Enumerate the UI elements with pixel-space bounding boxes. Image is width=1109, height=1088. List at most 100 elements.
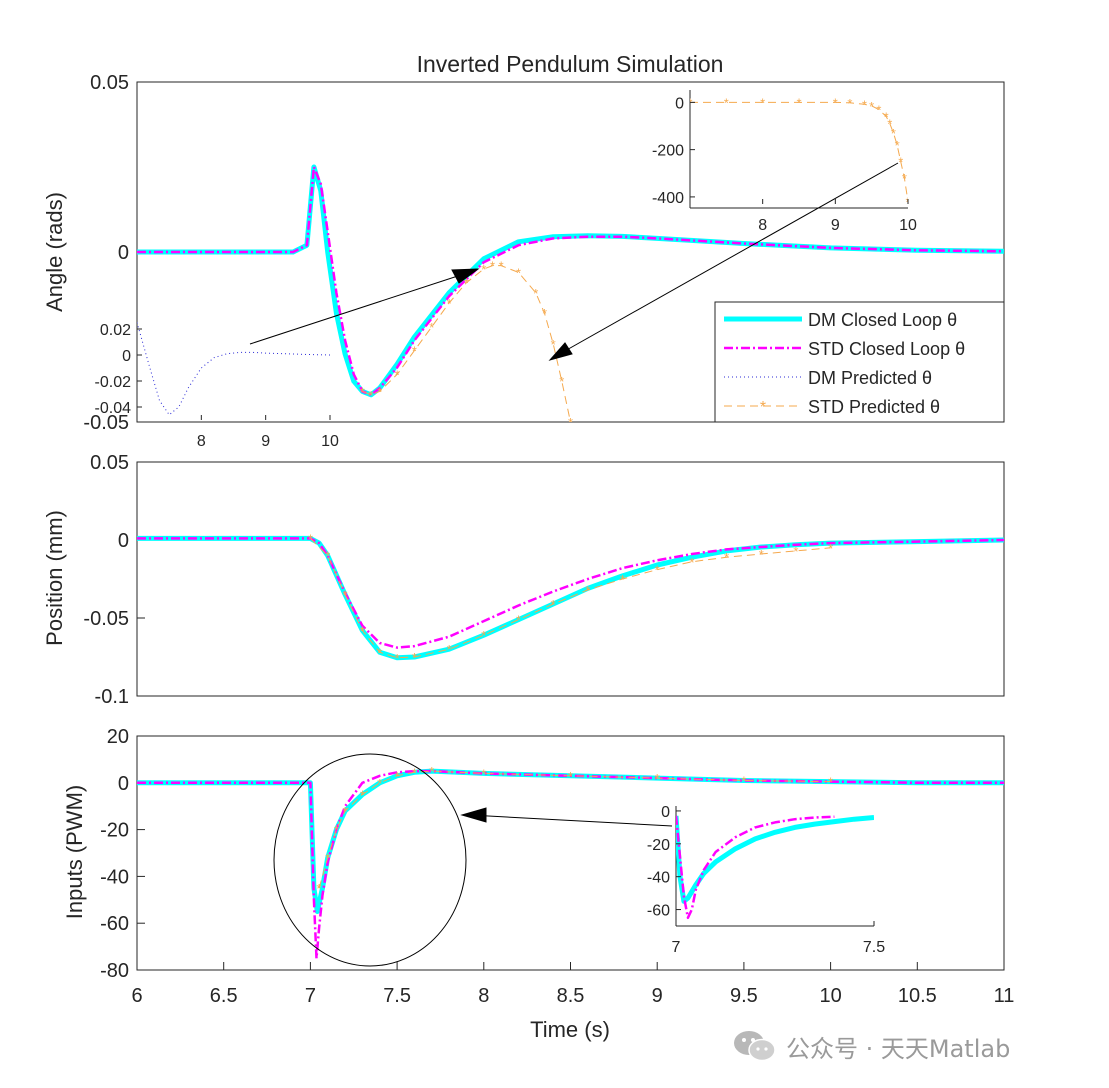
inputs-xtick-label: 9 — [652, 985, 663, 1007]
std-predicted-inset-std-predicted-theta-line — [690, 101, 908, 202]
inputs-std-predicted-point: * — [429, 764, 434, 779]
angle-std-predicted-theta-point: * — [464, 276, 469, 291]
watermark-text: 公众号 · 天天Matlab — [786, 1034, 1011, 1063]
std-predicted-inset-std-predicted-theta-point: * — [876, 102, 881, 117]
inputs-std-predicted-point: * — [412, 765, 417, 780]
angle-ytick-label: 0 — [118, 242, 129, 264]
std-predicted-inset-std-predicted-theta-point: * — [724, 95, 729, 110]
angle-std-predicted-theta-point: * — [395, 367, 400, 382]
arrow-dm-predicted-head — [451, 268, 480, 284]
arrow-std-predicted — [555, 162, 899, 357]
position-std-predicted-point: * — [516, 613, 521, 628]
figure-title: Inverted Pendulum Simulation — [417, 51, 724, 77]
inputs-zoom-inset: 0 -20 -40 -60 7 7.5 — [647, 804, 885, 956]
position-ylabel: Position (mm) — [42, 510, 67, 646]
wechat-icon — [734, 1031, 776, 1062]
inputs-std-predicted-point: * — [568, 769, 573, 784]
angle-std-predicted-theta-point: * — [559, 374, 564, 389]
angle-ytick-label: 0.05 — [90, 72, 129, 94]
inputs-ylabel: Inputs (PWM) — [62, 785, 87, 919]
position-std-predicted-point: * — [585, 583, 590, 598]
angle-std-predicted-theta-point: * — [447, 296, 452, 311]
arrow-std-predicted-head — [548, 342, 573, 361]
angle-std-predicted-theta-point: * — [490, 259, 495, 274]
angle-std-predicted-theta-point: * — [429, 320, 434, 335]
std-predicted-inset-std-predicted-theta-point: * — [884, 110, 889, 125]
position-std-predicted-line — [310, 538, 831, 659]
inputs-xtick-label: 6.5 — [210, 985, 238, 1007]
position-std-predicted-point: * — [343, 588, 348, 603]
inputs-xtick-label: 8 — [478, 985, 489, 1007]
legend-label-std-closed: STD Closed Loop θ — [808, 339, 965, 359]
position-std-predicted-point: * — [395, 651, 400, 666]
dm-predicted-inset-dm-predicted-theta-line — [137, 322, 331, 416]
inputs-xtick-label: 10.5 — [898, 985, 937, 1007]
std-predicted-inset-std-predicted-theta-point: * — [891, 126, 896, 141]
legend-label-dm-closed: DM Closed Loop θ — [808, 310, 957, 330]
angle-std-predicted-theta-point: * — [542, 306, 547, 321]
std-predicted-inset-std-predicted-theta-point: * — [796, 95, 801, 110]
std-predicted-inset-ytick-label: -400 — [652, 190, 684, 207]
angle-std-predicted-theta-point: * — [533, 286, 538, 301]
angle-ytick-label: -0.05 — [83, 412, 129, 434]
position-std-predicted-point: * — [377, 645, 382, 660]
std-predicted-inset-ytick-label: -200 — [652, 143, 684, 160]
inputs-std-predicted-point: * — [360, 788, 365, 803]
inputs-std-predicted-point: * — [325, 851, 330, 866]
dm-predicted-inset-ytick-label: -0.02 — [95, 374, 132, 391]
inputs-inset-dm-closed-loop-line — [676, 815, 874, 904]
zoom-circle — [273, 753, 467, 967]
std-predicted-inset-xtick-label: 9 — [831, 217, 840, 234]
legend-label-dm-predicted: DM Predicted θ — [808, 368, 932, 388]
position-std-predicted-point: * — [689, 555, 694, 570]
inputs-xtick-label: 7.5 — [383, 985, 411, 1007]
position-std-predicted-point: * — [724, 550, 729, 565]
position-std-predicted-point: * — [412, 650, 417, 665]
position-std-predicted-point: * — [793, 544, 798, 559]
inputs-xlabel: Time (s) — [530, 1017, 610, 1042]
position-axes-frame — [136, 461, 1005, 697]
angle-std-predicted-theta-point: * — [369, 388, 374, 403]
inputs-inset-std-closed-loop-line — [676, 815, 835, 920]
inputs-ytick-label: 20 — [107, 726, 129, 748]
std-predicted-inset-std-predicted-theta-point: * — [847, 96, 852, 111]
dm-predicted-inset-ytick-label: -0.04 — [95, 400, 132, 417]
position-ytick-label: -0.1 — [95, 686, 129, 708]
inputs-std-predicted-point: * — [334, 823, 339, 838]
std-predicted-inset-ytick-label: 0 — [675, 95, 684, 112]
angle-tick-labels: 0.05 0 -0.05 — [83, 72, 145, 434]
inputs-inset-ytick-label: -40 — [647, 870, 670, 887]
legend-star-std-predicted: * — [760, 399, 766, 416]
position-std-predicted-point: * — [759, 547, 764, 562]
legend-label-std-predicted: STD Predicted θ — [808, 397, 940, 417]
inputs-ytick-label: -20 — [100, 820, 129, 842]
position-std-predicted-point: * — [325, 549, 330, 564]
position-std-predicted-point: * — [447, 642, 452, 657]
position-std-predicted-point: * — [551, 597, 556, 612]
position-std-predicted-point: * — [828, 541, 833, 556]
position-std-closed-loop-line — [137, 537, 1004, 649]
std-predicted-inset-xtick-label: 10 — [899, 217, 917, 234]
inputs-std-predicted-point: * — [741, 773, 746, 788]
arrow-inputs-zoom — [469, 814, 673, 827]
inputs-xtick-label: 6 — [131, 985, 142, 1007]
angle-series: * * ******* * * ****** — [137, 164, 1004, 422]
angle-std-predicted-theta-point: * — [516, 265, 521, 280]
std-predicted-inset-std-predicted-theta-point: * — [887, 117, 892, 132]
inputs-ytick-label: -80 — [100, 960, 129, 982]
inputs-series: ****** * * * * * * * * — [137, 764, 1004, 960]
angle-std-predicted-theta-line — [362, 265, 571, 422]
inputs-inset-xtick-label: 7.5 — [863, 939, 885, 956]
arrow-inputs-zoom-head — [460, 807, 487, 823]
inputs-std-predicted-line — [318, 770, 831, 889]
std-predicted-inset-xtick-label: 8 — [758, 217, 767, 234]
watermark: 公众号 · 天天Matlab — [732, 1026, 1010, 1066]
inputs-std-predicted-point: * — [343, 804, 348, 819]
angle-std-closed-loop-theta-line — [137, 165, 1004, 397]
dm-predicted-inset: 0.02 0 -0.02 -0.04 8 9 10 — [95, 322, 339, 450]
inputs-inset-ytick-label: 0 — [661, 804, 670, 821]
position-ytick-label: 0 — [118, 530, 129, 552]
inputs-xtick-label: 10 — [819, 985, 841, 1007]
position-tick-labels: 0.05 0 -0.05 -0.1 — [83, 452, 145, 708]
